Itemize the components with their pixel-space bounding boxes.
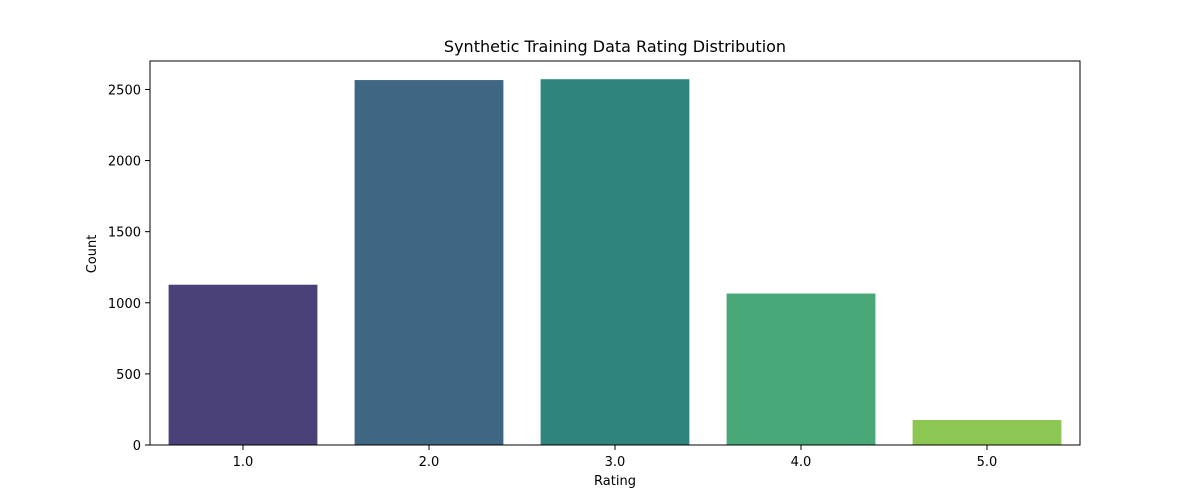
x-axis-label: Rating xyxy=(594,474,636,489)
x-tick-label: 3.0 xyxy=(605,455,626,470)
x-tick-label: 5.0 xyxy=(977,455,998,470)
bar-rating-2.0 xyxy=(354,80,504,446)
bars-group xyxy=(168,79,1062,446)
y-tick-label: 500 xyxy=(116,368,141,383)
x-axis: 1.0 2.0 3.0 4.0 5.0 xyxy=(233,445,998,470)
y-axis-label: Count xyxy=(85,235,100,274)
bar-rating-3.0 xyxy=(540,79,690,446)
x-tick-label: 1.0 xyxy=(233,455,254,470)
chart-title: Synthetic Training Data Rating Distribut… xyxy=(444,37,786,56)
y-tick-label: 2000 xyxy=(108,155,141,170)
x-tick-label: 2.0 xyxy=(419,455,440,470)
x-tick-label: 4.0 xyxy=(791,455,812,470)
y-tick-label: 0 xyxy=(133,439,141,454)
y-tick-label: 1500 xyxy=(108,226,141,241)
bar-rating-1.0 xyxy=(168,284,318,445)
bar-rating-4.0 xyxy=(726,293,876,445)
y-axis: 0 500 1000 1500 2000 2500 xyxy=(108,83,150,454)
y-tick-label: 2500 xyxy=(108,83,141,98)
bar-rating-5.0 xyxy=(912,419,1062,445)
plot-frame xyxy=(149,60,1081,446)
y-tick-label: 1000 xyxy=(108,297,141,312)
